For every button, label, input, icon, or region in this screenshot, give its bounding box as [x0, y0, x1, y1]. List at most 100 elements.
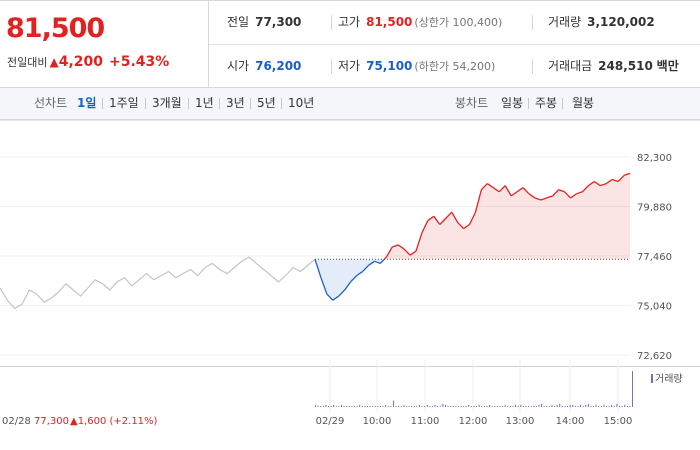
- volume-bar: [517, 405, 519, 407]
- change-label: 전일대비: [7, 56, 48, 69]
- divider: [331, 59, 332, 74]
- volume-value: 3,120,002: [587, 15, 655, 29]
- today-up-line: [439, 217, 447, 225]
- today-down-area: [362, 259, 369, 272]
- volume-legend-swatch: [651, 374, 653, 383]
- today-up-line: [510, 191, 518, 197]
- today-up-line: [564, 191, 572, 199]
- divider: [331, 15, 332, 30]
- today-up-line: [474, 189, 483, 213]
- tab-weekly-candle[interactable]: 주봉: [535, 96, 558, 110]
- volume-bar: [483, 405, 485, 407]
- today-up-area: [493, 187, 500, 260]
- volume-bar: [325, 404, 327, 407]
- price-box: 81,500 전일대비 ▲4,200 +5.43%: [0, 1, 209, 88]
- volume-bar: [426, 404, 428, 407]
- volume-bar: [525, 405, 527, 407]
- tab-1-day[interactable]: 1일: [77, 96, 97, 110]
- today-up-area: [600, 183, 607, 260]
- volume-bar: [603, 404, 605, 407]
- volume-bar: [416, 405, 418, 407]
- today-up-area: [410, 251, 417, 260]
- volume-layer: [315, 371, 633, 407]
- tab-10-years[interactable]: 10년: [288, 96, 315, 110]
- today-up-line: [463, 223, 470, 230]
- x-tick-label: 10:00: [363, 416, 392, 427]
- volume-bar: [582, 405, 584, 407]
- volume-bar: [437, 405, 439, 407]
- today-down-line: [379, 258, 385, 264]
- volume-bar: [442, 403, 444, 407]
- today-down-line: [314, 259, 322, 278]
- today-up-area: [433, 216, 440, 260]
- volume-bar: [359, 404, 361, 407]
- volume-bar: [478, 404, 480, 407]
- tab-monthly-candle[interactable]: 월봉: [572, 96, 595, 110]
- volume-bar: [509, 405, 511, 407]
- low-value: 75,100: [366, 59, 413, 73]
- volume-bar: [489, 404, 491, 407]
- volume-bar: [496, 405, 498, 407]
- volume-bar: [567, 405, 569, 407]
- today-up-area: [499, 185, 506, 260]
- tab-1-week[interactable]: 1주일: [109, 96, 139, 110]
- volume-bar: [444, 404, 446, 407]
- today-up-line: [392, 244, 399, 248]
- prev-day-change: ▲1,600 (+2.11%): [70, 416, 158, 427]
- tab-daily-candle[interactable]: 일봉: [501, 96, 524, 110]
- volume-bar: [494, 405, 496, 407]
- volume-bar: [333, 404, 335, 407]
- today-up-line: [581, 185, 589, 193]
- volume-bar: [561, 405, 563, 407]
- volume-bar: [613, 405, 615, 407]
- today-down-line: [374, 260, 381, 264]
- volume-bar: [541, 403, 543, 407]
- today-up-area: [457, 222, 464, 260]
- tab-5-years[interactable]: 5년: [257, 96, 276, 110]
- today-up-area: [481, 183, 488, 260]
- high-value: 81,500: [366, 15, 413, 29]
- volume-bar: [395, 405, 397, 407]
- today-up-line: [427, 215, 435, 221]
- volume-bar: [564, 405, 566, 407]
- volume-bar: [369, 405, 371, 407]
- volume-bar: [481, 405, 483, 407]
- info-row-1: 전일 77,300 고가 81,500 (상한가 100,400) 거래량 3,120,…: [209, 1, 700, 45]
- volume-bar: [400, 405, 402, 407]
- x-tick-label: 12:00: [459, 416, 488, 427]
- volume-bar: [465, 405, 467, 407]
- volume-bar: [377, 405, 379, 407]
- tab-divider: [188, 98, 189, 109]
- today-up-area: [463, 224, 470, 260]
- today-up-line: [415, 232, 423, 252]
- today-down-area: [356, 259, 363, 276]
- tab-3-years[interactable]: 3년: [226, 96, 245, 110]
- today-up-area: [487, 183, 494, 260]
- today-up-area: [505, 185, 512, 260]
- volume-bar: [382, 405, 384, 407]
- upper-limit: (상한가 100,400): [414, 16, 503, 29]
- x-tick-label: 14:00: [556, 416, 585, 427]
- x-axis-ticks: 02/29 10:00 11:00 12:00 13:00 14:00 15:00: [316, 416, 633, 427]
- today-up-area: [564, 191, 571, 260]
- volume-bar: [522, 405, 524, 407]
- today-up-line: [516, 187, 524, 193]
- tab-1-year[interactable]: 1년: [195, 96, 214, 110]
- volume-bar: [455, 405, 457, 407]
- today-up-line: [468, 211, 477, 225]
- volume-bar: [421, 405, 423, 407]
- volume-bar: [327, 405, 329, 407]
- volume-bar: [598, 405, 600, 407]
- volume-bar: [619, 405, 621, 407]
- volume-bar: [538, 404, 540, 407]
- volume-bar: [338, 405, 340, 407]
- volume-bar: [431, 405, 433, 407]
- tab-3-months[interactable]: 3개월: [152, 96, 182, 110]
- volume-bar: [356, 405, 358, 407]
- y-tick-label: 77,460: [637, 252, 672, 263]
- today-up-line: [403, 248, 411, 256]
- low-label: 저가: [338, 59, 361, 73]
- today-down-line: [362, 264, 369, 272]
- today-down-area: [338, 259, 345, 297]
- volume-bar: [533, 405, 535, 407]
